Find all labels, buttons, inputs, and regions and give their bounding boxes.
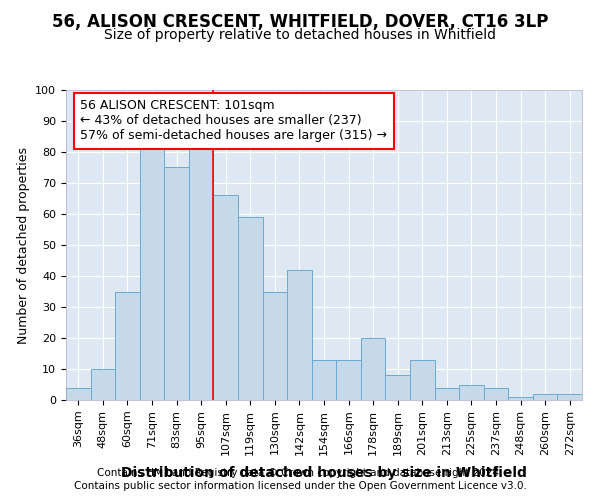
Bar (336, 360, 361, 400)
Bar (115, 292, 140, 400)
Bar (66, 388, 91, 400)
Bar (91, 369, 115, 400)
Text: 56, ALISON CRESCENT, WHITFIELD, DOVER, CT16 3LP: 56, ALISON CRESCENT, WHITFIELD, DOVER, C… (52, 12, 548, 30)
Bar (484, 388, 508, 400)
Text: Contains HM Land Registry data © Crown copyright and database right 2024.: Contains HM Land Registry data © Crown c… (97, 468, 503, 477)
Bar (189, 146, 214, 400)
Bar (287, 270, 312, 400)
Bar (361, 338, 385, 400)
Bar (140, 146, 164, 400)
Bar (557, 394, 582, 400)
X-axis label: Distribution of detached houses by size in Whitfield: Distribution of detached houses by size … (121, 466, 527, 480)
Bar (533, 394, 557, 400)
Y-axis label: Number of detached properties: Number of detached properties (17, 146, 30, 344)
Bar (410, 360, 434, 400)
Bar (459, 384, 484, 400)
Bar (238, 217, 263, 400)
Bar (214, 196, 238, 400)
Bar (164, 168, 189, 400)
Bar (263, 292, 287, 400)
Text: Contains public sector information licensed under the Open Government Licence v3: Contains public sector information licen… (74, 481, 526, 491)
Text: 56 ALISON CRESCENT: 101sqm
← 43% of detached houses are smaller (237)
57% of sem: 56 ALISON CRESCENT: 101sqm ← 43% of deta… (80, 100, 387, 142)
Bar (508, 397, 533, 400)
Bar (385, 375, 410, 400)
Bar (434, 388, 459, 400)
Text: Size of property relative to detached houses in Whitfield: Size of property relative to detached ho… (104, 28, 496, 42)
Bar (312, 360, 336, 400)
